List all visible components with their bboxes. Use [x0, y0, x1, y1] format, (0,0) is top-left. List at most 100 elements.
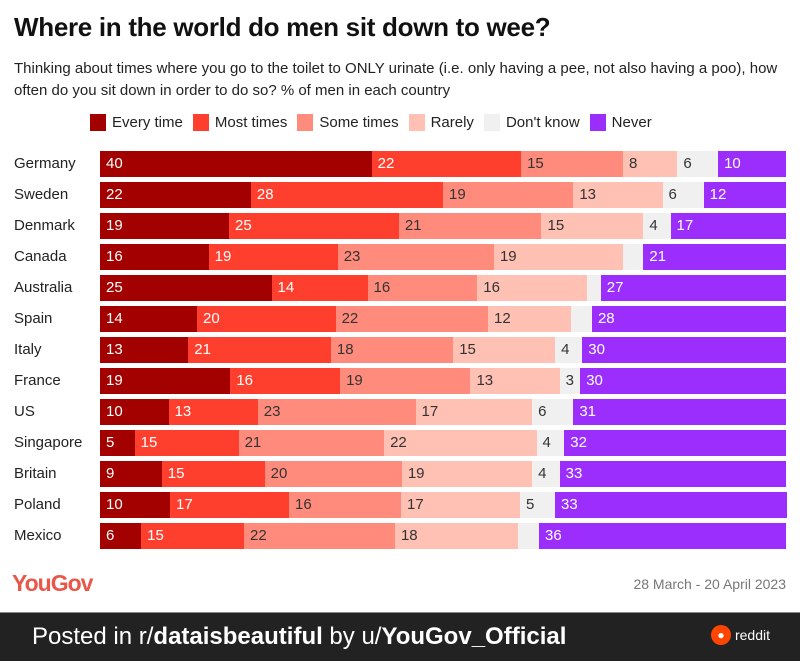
bar-segment: 8: [622, 151, 678, 177]
bar-segment: 21: [238, 430, 385, 456]
bar-segment: [571, 306, 593, 332]
legend-label: Most times: [214, 114, 288, 131]
bar-segment: 16: [100, 244, 210, 270]
category-label: Germany: [14, 155, 76, 172]
bar-segment: 28: [250, 182, 444, 208]
bar-segment: 19: [401, 461, 533, 487]
bar-segment: 13: [573, 182, 663, 208]
user-link[interactable]: YouGov_Official: [381, 623, 567, 650]
bar-segment: [622, 244, 644, 270]
bar-segment: 23: [257, 399, 417, 425]
legend-label: Every time: [112, 114, 183, 131]
bar-segment: 4: [555, 337, 583, 363]
bar-segment: 31: [573, 399, 787, 425]
legend-label: Never: [611, 114, 652, 131]
bar-segment: 4: [643, 213, 672, 239]
legend-item: Rarely: [408, 114, 474, 131]
bar-segment: 36: [539, 523, 787, 549]
legend-swatch: [408, 114, 425, 131]
bar-segment: 19: [208, 244, 339, 270]
bar-segment: 18: [330, 337, 454, 363]
posted-prefix: Posted in r/: [32, 623, 154, 650]
bar-segment: 15: [453, 337, 556, 363]
bar-segment: 12: [488, 306, 572, 332]
bar-segment: 3: [559, 368, 581, 394]
bar-segment: 22: [335, 306, 489, 332]
bar-segment: [518, 523, 540, 549]
subreddit-link[interactable]: dataisbeautiful: [153, 623, 323, 650]
bar-segment: 16: [477, 275, 588, 301]
legend: Every time Most times Some times Rarely Don'…: [90, 114, 652, 131]
bar-segment: 15: [141, 523, 245, 549]
posted-in-text: Posted in r/dataisbeautiful by u/YouGov_…: [32, 623, 566, 651]
bar-segment: 22: [371, 151, 522, 177]
bar-segment: 10: [100, 399, 170, 425]
legend-label: Don't know: [505, 114, 580, 131]
bar-segment: 16: [289, 492, 402, 518]
bar-segment: 23: [337, 244, 495, 270]
bar-segment: 15: [134, 430, 240, 456]
category-label: US: [14, 403, 35, 420]
category-label: France: [14, 372, 61, 389]
bar-segment: 22: [100, 182, 252, 208]
bar-segment: 9: [100, 461, 163, 487]
bar-segment: 14: [100, 306, 198, 332]
bar-segment: 6: [532, 399, 574, 425]
bar-segment: 19: [340, 368, 471, 394]
bar-segment: 30: [582, 337, 787, 363]
bar-segment: 15: [161, 461, 266, 487]
bar-segment: 20: [264, 461, 403, 487]
bar-segment: 15: [521, 151, 624, 177]
category-label: Singapore: [14, 434, 83, 451]
bar-segment: 27: [600, 275, 787, 301]
category-label: Poland: [14, 496, 61, 513]
legend-item: Every time: [90, 114, 183, 131]
bar-segment: 28: [591, 306, 787, 332]
bar-segment: 15: [541, 213, 644, 239]
bar-segment: 19: [493, 244, 624, 270]
legend-swatch: [90, 114, 106, 131]
by-text: by u/: [322, 623, 382, 650]
bar-segment: 19: [100, 213, 230, 239]
bar-segment: 17: [670, 213, 787, 239]
legend-item: Don't know: [483, 114, 580, 131]
reddit-banner: Posted in r/dataisbeautiful by u/YouGov_…: [0, 612, 800, 661]
bar-segment: 13: [100, 337, 189, 363]
category-label: Sweden: [14, 186, 69, 203]
bar-segment: 5: [520, 492, 556, 518]
bar-segment: 17: [401, 492, 521, 518]
bar-segment: 19: [100, 368, 231, 394]
category-label: Denmark: [14, 217, 75, 234]
bar-segment: 10: [718, 151, 787, 177]
legend-item: Most times: [192, 114, 288, 131]
bar-segment: 13: [168, 399, 259, 425]
bar-segment: 10: [100, 492, 171, 518]
category-label: Italy: [14, 341, 42, 358]
bar-segment: 21: [188, 337, 332, 363]
bar-segment: 14: [271, 275, 369, 301]
bar-segment: 25: [229, 213, 400, 239]
bar-segment: 33: [555, 492, 787, 518]
legend-label: Rarely: [430, 114, 474, 131]
bar-segment: 18: [394, 523, 519, 549]
bar-segment: 6: [662, 182, 705, 208]
legend-swatch: [297, 114, 314, 131]
survey-date: 28 March - 20 April 2023: [633, 576, 786, 592]
legend-label: Some times: [319, 114, 399, 131]
bar-segment: [587, 275, 602, 301]
bar-segment: 21: [643, 244, 787, 270]
bar-segment: 13: [470, 368, 561, 394]
legend-swatch: [589, 114, 606, 131]
bar-segment: 17: [415, 399, 533, 425]
legend-item: Never: [589, 114, 652, 131]
chart-subtitle: Thinking about times where you go to the…: [14, 60, 778, 99]
bar-segment: 30: [580, 368, 787, 394]
bar-segment: 32: [564, 430, 787, 456]
bar-segment: 4: [532, 461, 561, 487]
reddit-icon: ●: [710, 625, 731, 645]
bar-segment: 22: [384, 430, 538, 456]
bar-segment: 19: [443, 182, 574, 208]
legend-swatch: [483, 114, 500, 131]
bar-segment: 33: [559, 461, 787, 487]
legend-swatch: [192, 114, 209, 131]
